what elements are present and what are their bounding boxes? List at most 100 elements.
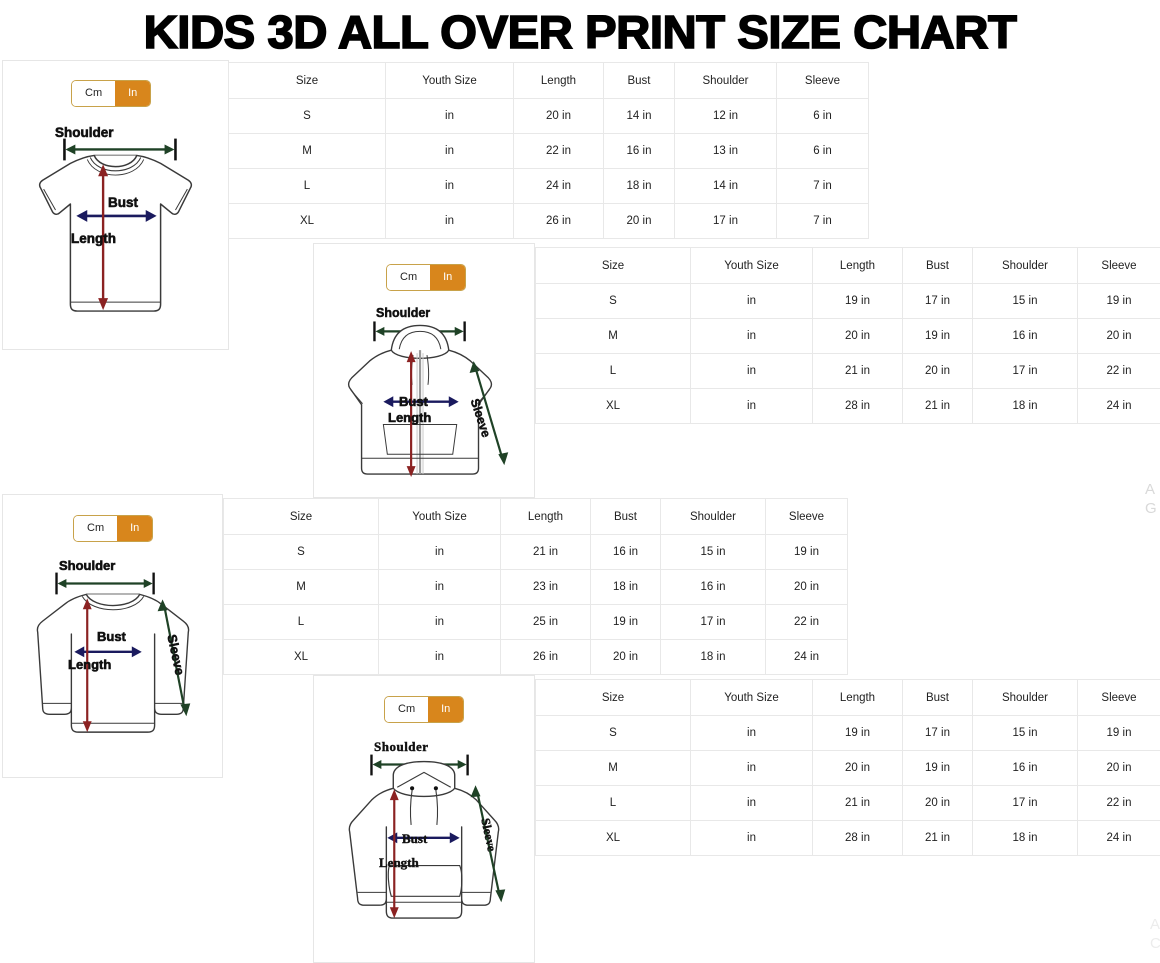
col-sleeve: Sleeve xyxy=(1077,247,1160,284)
cell-youth: in xyxy=(690,318,813,354)
cell-length: 22 in xyxy=(513,133,604,169)
cell-shoulder: 15 in xyxy=(972,715,1078,751)
table-row: M in 20 in 19 in 16 in 20 in xyxy=(535,318,1160,354)
label-bust-long-sleeve-shirt: Bust xyxy=(97,629,126,645)
cell-shoulder: 13 in xyxy=(674,133,777,169)
label-bust-zip-hoodie: Bust xyxy=(399,394,428,410)
cell-shoulder: 18 in xyxy=(660,639,766,675)
label-bust-pullover-hoodie: Bust xyxy=(402,831,428,846)
col-youth-size: Youth Size xyxy=(385,62,514,99)
size-table-pullover-hoodie: Size Youth Size Length Bust Shoulder Sle… xyxy=(535,679,1160,856)
watermark-line-1: A xyxy=(1150,916,1160,933)
cell-length: 23 in xyxy=(500,569,591,605)
col-shoulder: Shoulder xyxy=(972,247,1078,284)
unit-toggle-in[interactable]: In xyxy=(428,697,464,722)
cell-sleeve: 20 in xyxy=(1077,750,1160,786)
label-shoulder-pullover-hoodie: Shoulder xyxy=(374,739,429,754)
cell-sleeve: 24 in xyxy=(765,639,848,675)
col-sleeve: Sleeve xyxy=(765,498,848,535)
table-header-row: Size Youth Size Length Bust Shoulder Sle… xyxy=(228,62,869,99)
cell-shoulder: 18 in xyxy=(972,388,1078,424)
cell-size: M xyxy=(223,569,379,605)
cell-size: S xyxy=(535,715,691,751)
table-row: XL in 28 in 21 in 18 in 24 in xyxy=(535,388,1160,424)
unit-toggle-in[interactable]: In xyxy=(430,265,466,290)
cell-sleeve: 7 in xyxy=(776,203,869,239)
long-sleeve-shirt-diagram xyxy=(36,572,191,733)
col-sleeve: Sleeve xyxy=(1077,679,1160,716)
cell-shoulder: 15 in xyxy=(972,283,1078,319)
cell-shoulder: 14 in xyxy=(674,168,777,204)
garment-panel-long-sleeve-shirt: Cm In Shoulder Bust Length Sle xyxy=(2,494,223,778)
garment-panel-t-shirt: Cm In Shoulder Bust Length xyxy=(2,60,229,350)
cell-sleeve: 22 in xyxy=(765,604,848,640)
unit-toggle-long-sleeve-shirt[interactable]: Cm In xyxy=(73,515,154,542)
cell-size: L xyxy=(223,604,379,640)
col-size: Size xyxy=(223,498,379,535)
watermark-fragment-top: A G xyxy=(1145,480,1160,520)
cell-bust: 20 in xyxy=(603,203,675,239)
cell-length: 21 in xyxy=(812,785,903,821)
col-bust: Bust xyxy=(590,498,661,535)
page-title: KIDS 3D ALL OVER PRINT SIZE CHART xyxy=(143,5,1018,59)
cell-size: S xyxy=(223,534,379,570)
unit-toggle-t-shirt[interactable]: Cm In xyxy=(71,80,152,107)
cell-sleeve: 20 in xyxy=(765,569,848,605)
zip-hoodie-diagram xyxy=(347,321,509,478)
label-length-long-sleeve-shirt: Length xyxy=(68,657,112,673)
unit-toggle-pullover-hoodie[interactable]: Cm In xyxy=(384,696,465,723)
label-shoulder-zip-hoodie: Shoulder xyxy=(376,306,431,321)
cell-youth: in xyxy=(690,715,813,751)
col-shoulder: Shoulder xyxy=(674,62,777,99)
unit-toggle-cm[interactable]: Cm xyxy=(387,265,431,290)
cell-sleeve: 19 in xyxy=(1077,283,1160,319)
table-row: XL in 26 in 20 in 18 in 24 in xyxy=(223,639,848,675)
cell-size: L xyxy=(535,353,691,389)
cell-youth: in xyxy=(378,534,501,570)
cell-size: M xyxy=(535,750,691,786)
cell-sleeve: 19 in xyxy=(765,534,848,570)
col-size: Size xyxy=(535,247,691,284)
col-youth-size: Youth Size xyxy=(378,498,501,535)
cell-size: M xyxy=(535,318,691,354)
cell-length: 21 in xyxy=(812,353,903,389)
cell-youth: in xyxy=(690,820,813,856)
unit-toggle-cm[interactable]: Cm xyxy=(385,697,429,722)
cell-shoulder: 18 in xyxy=(972,820,1078,856)
cell-size: M xyxy=(228,133,386,169)
cell-sleeve: 7 in xyxy=(776,168,869,204)
cell-bust: 14 in xyxy=(603,98,675,134)
cell-length: 20 in xyxy=(812,750,903,786)
cell-size: S xyxy=(228,98,386,134)
cell-bust: 18 in xyxy=(603,168,675,204)
cell-youth: in xyxy=(690,750,813,786)
cell-bust: 18 in xyxy=(590,569,661,605)
cell-size: S xyxy=(535,283,691,319)
size-table-long-sleeve-shirt: Size Youth Size Length Bust Shoulder Sle… xyxy=(223,498,848,675)
cell-youth: in xyxy=(690,353,813,389)
cell-shoulder: 17 in xyxy=(660,604,766,640)
cell-bust: 17 in xyxy=(902,715,973,751)
cell-length: 19 in xyxy=(812,715,903,751)
col-bust: Bust xyxy=(902,247,973,284)
unit-toggle-cm[interactable]: Cm xyxy=(74,516,118,541)
watermark-line-2: C xyxy=(1150,935,1160,952)
col-length: Length xyxy=(812,247,903,284)
unit-toggle-zip-hoodie[interactable]: Cm In xyxy=(386,264,467,291)
table-row: S in 19 in 17 in 15 in 19 in xyxy=(535,715,1160,751)
cell-shoulder: 12 in xyxy=(674,98,777,134)
unit-toggle-cm[interactable]: Cm xyxy=(72,81,116,106)
cell-shoulder: 17 in xyxy=(972,785,1078,821)
col-length: Length xyxy=(513,62,604,99)
unit-toggle-in[interactable]: In xyxy=(117,516,153,541)
cell-youth: in xyxy=(378,569,501,605)
unit-toggle-in[interactable]: In xyxy=(115,81,151,106)
table-row: XL in 28 in 21 in 18 in 24 in xyxy=(535,820,1160,856)
cell-youth: in xyxy=(385,133,514,169)
cell-youth: in xyxy=(385,203,514,239)
cell-shoulder: 15 in xyxy=(660,534,766,570)
garment-panel-pullover-hoodie: Cm In Sho xyxy=(313,675,535,963)
cell-bust: 20 in xyxy=(590,639,661,675)
cell-length: 28 in xyxy=(812,388,903,424)
cell-youth: in xyxy=(690,785,813,821)
